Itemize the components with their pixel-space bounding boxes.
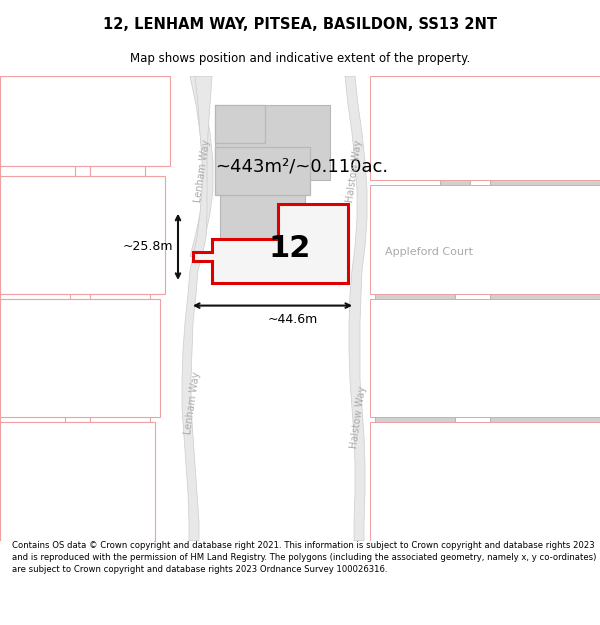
Text: ~443m²/~0.110ac.: ~443m²/~0.110ac. xyxy=(215,158,388,176)
Polygon shape xyxy=(375,76,470,142)
Polygon shape xyxy=(490,228,600,332)
Text: Appleford Court: Appleford Court xyxy=(385,247,473,257)
Polygon shape xyxy=(375,456,455,541)
Polygon shape xyxy=(90,318,150,375)
Text: Contains OS data © Crown copyright and database right 2021. This information is : Contains OS data © Crown copyright and d… xyxy=(12,541,596,574)
Text: ~25.8m: ~25.8m xyxy=(122,241,173,253)
Polygon shape xyxy=(375,275,455,351)
Polygon shape xyxy=(0,436,60,498)
Polygon shape xyxy=(190,76,213,256)
Text: ~44.6m: ~44.6m xyxy=(268,313,317,326)
Polygon shape xyxy=(370,299,600,418)
Text: 12: 12 xyxy=(269,234,311,263)
Text: Lenham Way: Lenham Way xyxy=(182,371,202,435)
Polygon shape xyxy=(375,365,455,446)
Polygon shape xyxy=(370,76,600,181)
Polygon shape xyxy=(490,133,600,218)
Polygon shape xyxy=(490,456,600,541)
Text: Lenham Way: Lenham Way xyxy=(193,139,211,203)
Polygon shape xyxy=(0,142,75,209)
Polygon shape xyxy=(215,104,330,181)
Polygon shape xyxy=(182,76,212,541)
Text: Map shows position and indicative extent of the property.: Map shows position and indicative extent… xyxy=(130,52,470,65)
Polygon shape xyxy=(90,128,145,181)
Polygon shape xyxy=(220,185,305,247)
Text: Halstow Way: Halstow Way xyxy=(344,139,364,203)
Polygon shape xyxy=(0,218,70,280)
Polygon shape xyxy=(375,142,470,266)
Polygon shape xyxy=(0,299,160,418)
Polygon shape xyxy=(0,176,165,294)
Polygon shape xyxy=(0,76,80,133)
Polygon shape xyxy=(193,204,348,283)
Polygon shape xyxy=(90,190,150,247)
Text: 12, LENHAM WAY, PITSEA, BASILDON, SS13 2NT: 12, LENHAM WAY, PITSEA, BASILDON, SS13 2… xyxy=(103,17,497,32)
Polygon shape xyxy=(370,185,600,294)
Polygon shape xyxy=(90,76,145,124)
Polygon shape xyxy=(0,76,170,166)
Polygon shape xyxy=(90,448,150,503)
Polygon shape xyxy=(90,256,150,308)
Polygon shape xyxy=(90,384,150,438)
Text: Halstow Way: Halstow Way xyxy=(349,386,367,449)
Polygon shape xyxy=(215,104,265,142)
Polygon shape xyxy=(370,422,600,541)
Polygon shape xyxy=(490,76,545,124)
Polygon shape xyxy=(345,76,367,541)
Polygon shape xyxy=(490,342,600,446)
Polygon shape xyxy=(215,148,310,195)
Polygon shape xyxy=(0,422,155,541)
Polygon shape xyxy=(0,361,65,427)
Polygon shape xyxy=(0,289,70,351)
